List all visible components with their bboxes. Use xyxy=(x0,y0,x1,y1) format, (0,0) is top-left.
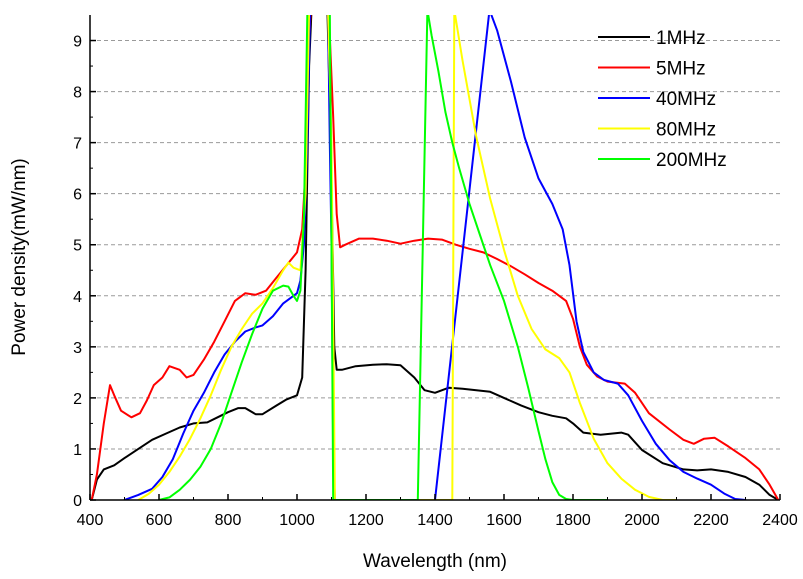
legend-label-200MHz: 200MHz xyxy=(656,150,727,171)
x-tick-label-1600: 1600 xyxy=(486,512,522,529)
x-tick-label-2200: 2200 xyxy=(693,512,729,529)
y-tick-label-6: 6 xyxy=(73,187,82,204)
x-tick-label-2400: 2400 xyxy=(762,512,798,529)
series-line-1MHz xyxy=(90,15,780,500)
y-tick-label-5: 5 xyxy=(73,238,82,255)
series-line-5MHz xyxy=(90,15,780,500)
x-tick-label-1800: 1800 xyxy=(555,512,591,529)
x-tick-label-1400: 1400 xyxy=(417,512,453,529)
series-line-40MHz xyxy=(123,15,747,500)
y-tick-label-3: 3 xyxy=(73,340,82,357)
grid-lines xyxy=(90,40,780,450)
x-tick-label-2000: 2000 xyxy=(624,512,660,529)
axes: 0 1 2 3 4 5 6 7 8 9 400 600 800 1000 1200 1400 1600 1800 2… xyxy=(73,15,798,529)
y-tick-label-0: 0 xyxy=(73,493,82,510)
y-tick-label-7: 7 xyxy=(73,136,82,153)
y-tick-label-8: 8 xyxy=(73,85,82,102)
legend-label-5MHz: 5MHz xyxy=(656,59,706,80)
x-tick-label-600: 600 xyxy=(146,512,173,529)
series-line-200MHz xyxy=(158,15,609,500)
y-tick-label-4: 4 xyxy=(73,289,82,306)
x-tick-label-1000: 1000 xyxy=(279,512,315,529)
y-axis-title: Power density(mW/nm) xyxy=(9,158,30,355)
x-tick-label-1200: 1200 xyxy=(348,512,384,529)
legend: 1MHz 5MHz 40MHz 80MHz 200MHz xyxy=(598,28,727,171)
x-axis-title: Wavelength (nm) xyxy=(363,551,507,572)
x-tick-label-800: 800 xyxy=(215,512,242,529)
series-layer xyxy=(90,15,780,500)
x-tick-label-400: 400 xyxy=(77,512,104,529)
y-tick-label-1: 1 xyxy=(73,442,82,459)
legend-label-1MHz: 1MHz xyxy=(656,28,706,49)
y-tick-label-9: 9 xyxy=(73,34,82,51)
legend-label-40MHz: 40MHz xyxy=(656,89,716,110)
y-tick-label-2: 2 xyxy=(73,391,82,408)
legend-label-80MHz: 80MHz xyxy=(656,120,716,141)
